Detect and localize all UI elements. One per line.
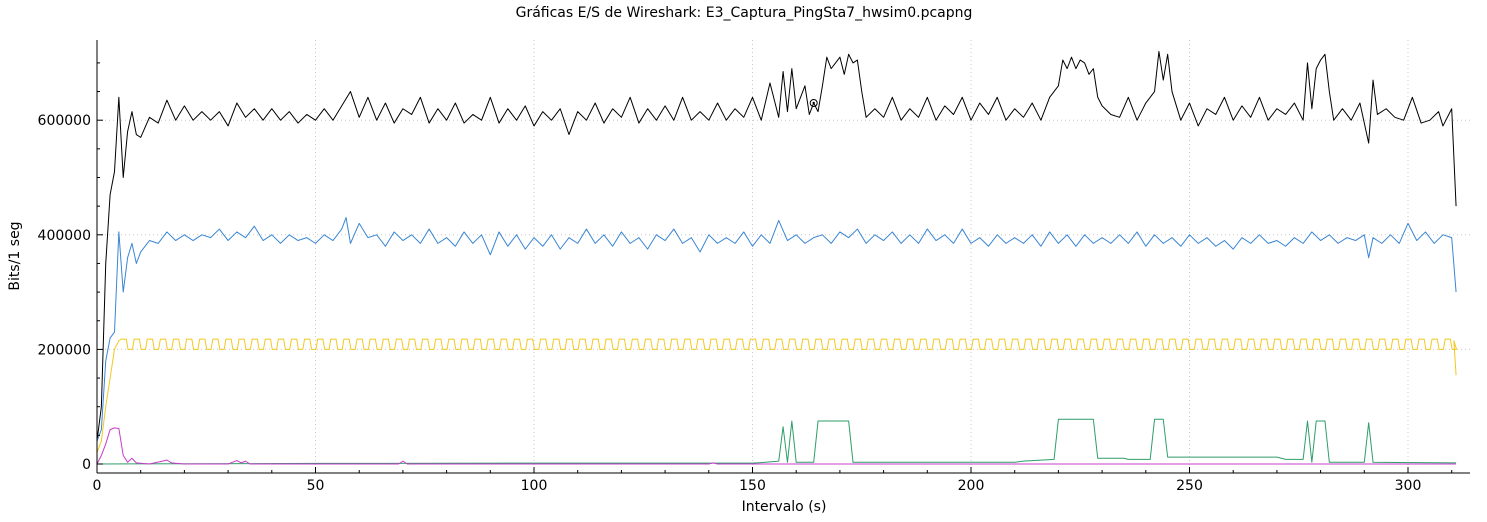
y-tick-label: 0: [82, 457, 91, 473]
y-tick-label: 200000: [38, 342, 91, 358]
grid-lines: [97, 40, 1470, 473]
x-tick-label: 300: [1395, 478, 1422, 494]
series-line: [96, 427, 1457, 465]
x-axis-label: Intervalo (s): [742, 499, 827, 515]
y-axis-label: Bits/1 seg: [7, 221, 23, 290]
axes: [96, 40, 1470, 474]
x-tick-label: 0: [93, 478, 102, 494]
x-tick-label: 200: [958, 478, 985, 494]
x-tick-label: 50: [307, 478, 325, 494]
y-tick-label: 400000: [38, 228, 91, 244]
series-line: [96, 50, 1457, 442]
point-marker: [809, 99, 818, 108]
chart-title: Gráficas E/S de Wireshark: E3_Captura_Pi…: [516, 5, 973, 21]
marker-circle: [809, 99, 818, 108]
x-tick-label: 100: [521, 478, 548, 494]
series-line: [96, 338, 1458, 453]
tick-labels: 0 50 100 150 200 250 300 0 200000 400000 600000: [38, 113, 1422, 494]
x-tick-label: 150: [739, 478, 766, 494]
marker-dot: [812, 101, 815, 105]
y-tick-label: 600000: [38, 113, 91, 129]
series-lines: [96, 50, 1458, 465]
series-line: [96, 217, 1457, 442]
x-tick-label: 250: [1176, 478, 1203, 494]
series-line: [96, 418, 1457, 465]
